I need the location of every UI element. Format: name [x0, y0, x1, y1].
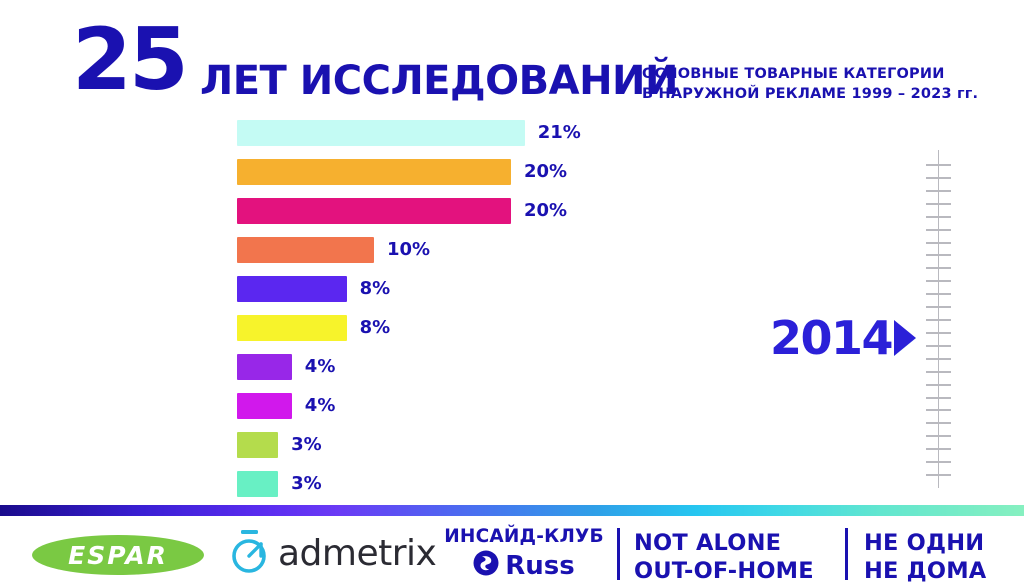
timeline-tick — [926, 267, 951, 269]
chart-bar — [237, 354, 292, 380]
timeline-tick — [926, 409, 951, 411]
timeline-tick — [926, 242, 951, 244]
subtitle: ОСНОВНЫЕ ТОВАРНЫЕ КАТЕГОРИИ В НАРУЖНОЙ Р… — [642, 64, 978, 104]
chart-bar — [237, 276, 347, 302]
inside-club-block[interactable]: ИНСАЙД-КЛУБ Russ — [444, 526, 604, 581]
timeline-tick — [926, 306, 951, 308]
chart-row: РАЗВЛЕЧЕНИЯ, ФАСТ-ФУД10% — [0, 235, 700, 265]
bar-chart: ЗАСТРОЙЩИКИ21% РИТЕЙЛ20% АВТОМОБИЛИ20% РАЗВ… — [0, 112, 1024, 502]
bar-value-label: 3% — [291, 473, 322, 494]
year-label: 2014 — [770, 311, 894, 365]
chart-row: СПОРТ4% — [0, 391, 700, 421]
bar-value-label: 4% — [304, 356, 336, 377]
chart-row: СОТОВАЯ СВЯЗЬ8% — [0, 313, 700, 343]
slogan-english: NOT ALONE OUT-OF-HOME — [634, 529, 814, 585]
chart-bar — [237, 159, 511, 185]
stopwatch-icon — [228, 528, 272, 579]
bar-value-label: 4% — [304, 395, 336, 416]
timeline-tick — [926, 190, 951, 192]
timeline-tick — [926, 254, 951, 256]
chart-bar — [237, 120, 525, 146]
timeline-tick — [926, 371, 951, 373]
gradient-divider — [0, 505, 1024, 516]
slogan-ru-line-2: НЕ ДОМА — [864, 558, 987, 585]
footer-divider-1 — [617, 528, 620, 580]
headline-number: 25 — [72, 10, 189, 110]
slogan-ru-line-1: НЕ ОДНИ — [864, 530, 985, 556]
timeline-tick — [926, 293, 951, 295]
admetrix-logo[interactable]: admetrix — [228, 528, 437, 579]
russ-circle-logo-icon — [473, 550, 499, 581]
chart-bar — [237, 237, 374, 263]
timeline-tick — [926, 164, 951, 166]
chart-row: ОДЕЖДА И ОБУВЬ4% — [0, 352, 700, 382]
timeline-tick — [926, 319, 951, 321]
timeline-tick — [926, 229, 951, 231]
play-triangle-right-icon — [894, 320, 917, 356]
bar-value-label: 8% — [359, 317, 391, 338]
header: 25 ЛЕТ ИССЛЕДОВАНИЙ ОСНОВНЫЕ ТОВАРНЫЕ КА… — [0, 0, 1024, 112]
timeline-tick — [926, 203, 951, 205]
espar-logo[interactable]: ESPAR — [32, 535, 204, 575]
timeline-tick — [926, 280, 951, 282]
timeline-tick — [926, 461, 951, 463]
chart-bar — [237, 432, 279, 458]
timeline-tick — [926, 422, 951, 424]
timeline-tick — [926, 474, 951, 476]
bar-value-label: 20% — [524, 161, 568, 182]
timeline-tick — [926, 435, 951, 437]
bar-value-label: 3% — [291, 434, 322, 455]
slogan-en-line-2: OUT-OF-HOME — [634, 558, 814, 585]
slogan-russian: НЕ ОДНИ НЕ ДОМА — [864, 529, 986, 585]
bar-value-label: 20% — [524, 200, 568, 221]
chart-row: СМИ, СОЦСЕТИ3% — [0, 469, 700, 499]
footer-divider-2 — [845, 528, 848, 580]
bar-value-label: 21% — [537, 122, 581, 143]
admetrix-label: admetrix — [278, 532, 437, 574]
bar-value-label: 10% — [387, 239, 431, 260]
russ-logo: Russ — [444, 550, 604, 581]
timeline-tick — [926, 448, 951, 450]
chart-row: ТОВАРЫ ДЛЯ ДОМА3% — [0, 430, 700, 460]
timeline-ruler — [926, 150, 951, 488]
chart-row: АВТОМОБИЛИ20% — [0, 196, 700, 226]
subtitle-line-1: ОСНОВНЫЕ ТОВАРНЫЕ КАТЕГОРИИ — [642, 66, 945, 82]
russ-label: Russ — [505, 550, 575, 581]
timeline-tick — [926, 332, 951, 334]
timeline-tick — [926, 358, 951, 360]
bar-value-label: 8% — [359, 278, 391, 299]
timeline-tick — [926, 384, 951, 386]
timeline-tick — [926, 216, 951, 218]
chart-row: ЗАСТРОЙЩИКИ21% — [0, 118, 700, 148]
timeline-tick — [926, 345, 951, 347]
timeline-tick — [926, 397, 951, 399]
chart-bar — [237, 198, 511, 224]
chart-bar — [237, 471, 279, 497]
inside-club-label: ИНСАЙД-КЛУБ — [444, 526, 604, 547]
chart-row: РИТЕЙЛ20% — [0, 157, 700, 187]
espar-label: ESPAR — [68, 540, 168, 570]
page-title: ЛЕТ ИССЛЕДОВАНИЙ — [200, 58, 679, 104]
year-marker: 2014 — [770, 311, 917, 365]
slogan-en-line-1: NOT ALONE — [634, 530, 782, 556]
timeline-tick — [926, 177, 951, 179]
chart-bar — [237, 315, 347, 341]
chart-row: БАНКИ, ФИНАНСЫ8% — [0, 274, 700, 304]
subtitle-line-2: В НАРУЖНОЙ РЕКЛАМЕ 1999 – 2023 гг. — [642, 86, 979, 102]
chart-bar — [237, 393, 292, 419]
